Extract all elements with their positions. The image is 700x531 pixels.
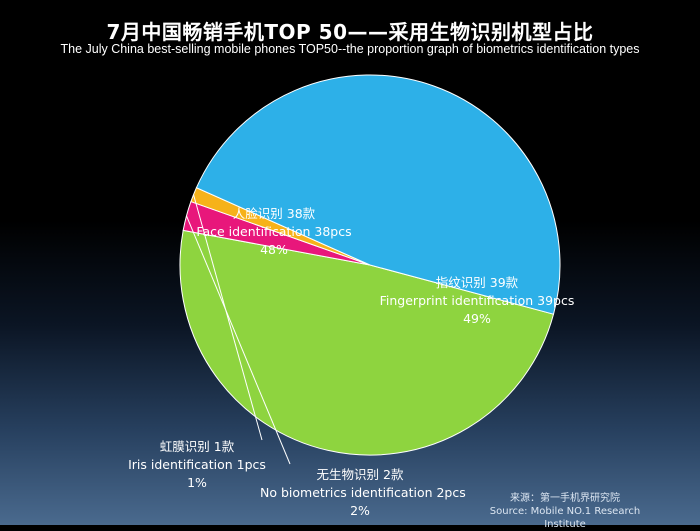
slice-label-iris-en: Iris identification 1pcs [128, 457, 266, 472]
slice-label-no-biometrics-percent: 2% [350, 503, 370, 518]
slice-label-face-en: Face identification 38pcs [196, 224, 352, 239]
slice-label-fingerprint-en: Fingerprint identification 39pcs [379, 293, 575, 308]
source-zh: 来源：第一手机界研究院 [510, 493, 620, 504]
slice-label-fingerprint-zh: 指纹识别 39款 [435, 275, 519, 290]
slice-label-no-biometrics-en: No biometrics identification 2pcs [260, 485, 466, 500]
chart-subtitle: The July China best-selling mobile phone… [60, 42, 640, 56]
source-note: 来源：第一手机界研究院 Source: Mobile NO.1 Research… [470, 492, 660, 531]
leader-line-none [186, 215, 291, 465]
slice-label-fingerprint-percent: 49% [463, 311, 491, 326]
pie-slice-face [195, 74, 561, 315]
slice-label-face-percent: 48% [260, 242, 288, 257]
pie-slice-finger [179, 229, 555, 456]
slice-label-face-zh: 人脸识别 38款 [232, 206, 316, 221]
chart-title: 7月中国畅销手机TOP 50——采用生物识别机型占比 [106, 20, 594, 44]
slice-label-face: 人脸识别 38款 Face identification 38pcs 48% [184, 205, 364, 259]
slice-label-no-biometrics: 无生物识别 2款 No biometrics identification 2p… [260, 466, 466, 520]
leader-line-iris [193, 194, 263, 441]
slice-label-no-biometrics-zh: 无生物识别 2款 [316, 467, 404, 482]
slice-label-iris: 虹膜识别 1款 Iris identification 1pcs 1% [122, 438, 272, 492]
source-en: Source: Mobile NO.1 Research Institute [489, 506, 641, 530]
slice-label-iris-percent: 1% [187, 475, 207, 490]
slice-label-fingerprint: 指纹识别 39款 Fingerprint identification 39pc… [371, 274, 583, 328]
slice-label-iris-zh: 虹膜识别 1款 [159, 439, 235, 454]
